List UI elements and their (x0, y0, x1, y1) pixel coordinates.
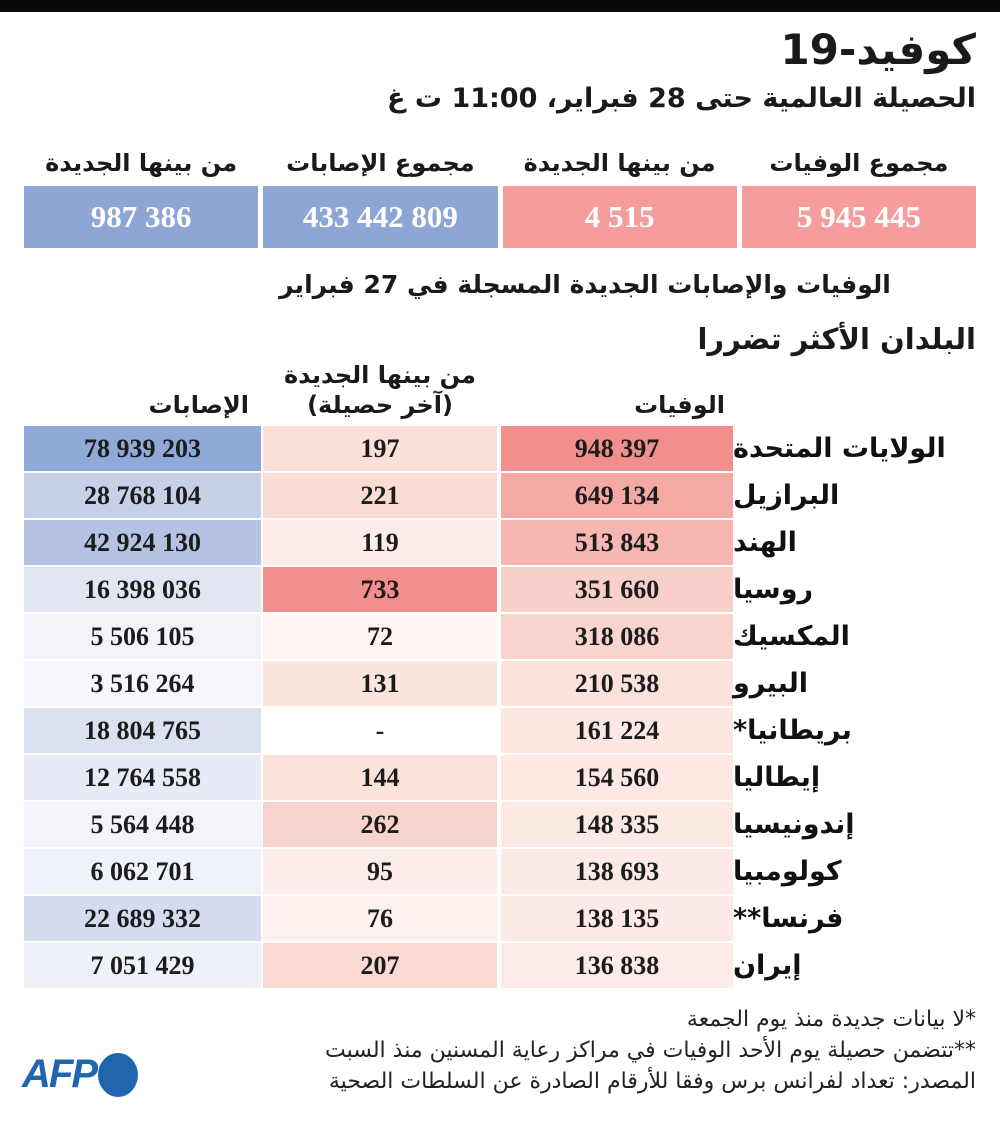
section-title: البلدان الأكثر تضررا (697, 322, 976, 356)
table-row: 6 062 701 95 138 693 كولومبيا (24, 849, 976, 894)
summary-value-total-deaths: 5 945 445 (741, 186, 976, 248)
summary-value-new-cases: 987 386 (24, 186, 259, 248)
top-black-bar (0, 0, 1000, 12)
table-row: 7 051 429 207 136 838 إيران (24, 943, 976, 988)
cell-new-cases: 221 (263, 473, 497, 518)
summary-label-new-cases: من بينها الجديدة (45, 149, 238, 177)
cell-deaths: 210 538 (501, 661, 733, 706)
cell-new-cases: 76 (263, 896, 497, 941)
header-cases: الإصابات (148, 391, 249, 419)
afp-logo-circle-icon (98, 1052, 138, 1097)
column-headers: الإصابات من بينها الجديدة (آخر حصيلة) ال… (24, 360, 733, 420)
country-name: إندونيسيا (733, 809, 855, 840)
footnote-1: *لا بيانات جديدة منذ يوم الجمعة (686, 1007, 976, 1032)
table-row: 5 564 448 262 148 335 إندونيسيا (24, 802, 976, 847)
header-new-cases-line1: من بينها الجديدة (283, 361, 477, 389)
summary-note: الوفيات والإصابات الجديدة المسجلة في 27 … (279, 270, 891, 299)
header-new-cases: من بينها الجديدة (آخر حصيلة) (261, 360, 499, 420)
footnotes: *لا بيانات جديدة منذ يوم الجمعة **تتضمن ح… (24, 1004, 976, 1097)
summary-cards: 987 386 433 442 809 4 515 5 945 445 (24, 186, 976, 248)
cell-new-cases: 144 (263, 755, 497, 800)
cell-deaths: 649 134 (501, 473, 733, 518)
summary-labels: من بينها الجديدة مجموع الإصابات من بينها ا… (24, 146, 976, 178)
summary-label-total-deaths: مجموع الوفيات (769, 149, 949, 177)
country-name: كولومبيا (733, 856, 842, 887)
table-row: 18 804 765-161 224 بريطانيا* (24, 708, 976, 753)
table-row: 22 689 332 76 138 135 فرنسا** (24, 896, 976, 941)
country-name: المكسيك (733, 621, 850, 652)
footnote-3: المصدر: تعداد لفرانس برس وفقا للأرقام ال… (328, 1069, 976, 1094)
table-row: 28 768 104 221 649 134 البرازيل (24, 473, 976, 518)
cell-cases: 3 516 264 (24, 661, 261, 706)
cell-new-cases: 119 (263, 520, 497, 565)
country-name: بريطانيا* (733, 715, 852, 746)
country-name: البرازيل (733, 480, 840, 511)
country-name: إيطاليا (733, 762, 821, 793)
summary-value-new-deaths: 4 515 (502, 186, 737, 248)
cell-cases: 7 051 429 (24, 943, 261, 988)
table-row: 42 924 130 119 513 843 الهند (24, 520, 976, 565)
cell-deaths: 513 843 (501, 520, 733, 565)
cell-deaths: 136 838 (501, 943, 733, 988)
cell-deaths: 351 660 (501, 567, 733, 612)
country-name: فرنسا** (733, 903, 844, 934)
summary-value-total-cases: 433 442 809 (263, 186, 498, 248)
header-deaths: الوفيات (634, 391, 725, 419)
afp-logo-text: AFP (22, 1052, 98, 1096)
cell-deaths: 948 397 (501, 426, 733, 471)
cell-deaths: 138 693 (501, 849, 733, 894)
cell-deaths: 161 224 (501, 708, 733, 753)
cell-cases: 28 768 104 (24, 473, 261, 518)
table-row: 3 516 264 131 210 538 البيرو (24, 661, 976, 706)
table-row: 5 506 105 72 318 086 المكسيك (24, 614, 976, 659)
cell-cases: 5 506 105 (24, 614, 261, 659)
cell-deaths: 148 335 (501, 802, 733, 847)
cell-cases: 5 564 448 (24, 802, 261, 847)
cell-new-cases: 72 (263, 614, 497, 659)
cell-deaths: 154 560 (501, 755, 733, 800)
cell-new-cases: 197 (263, 426, 497, 471)
table-row: 12 764 558 144 154 560 إيطاليا (24, 755, 976, 800)
country-name: روسيا (733, 574, 814, 605)
cell-deaths: 138 135 (501, 896, 733, 941)
cell-cases: 16 398 036 (24, 567, 261, 612)
summary-label-new-deaths: من بينها الجديدة (523, 149, 716, 177)
country-name: إيران (733, 950, 802, 981)
cell-cases: 42 924 130 (24, 520, 261, 565)
cell-cases: 22 689 332 (24, 896, 261, 941)
country-name: الهند (733, 527, 797, 558)
cell-deaths: 318 086 (501, 614, 733, 659)
summary-label-total-cases: مجموع الإصابات (286, 149, 475, 177)
table-row: 16 398 036 733 351 660 روسيا (24, 567, 976, 612)
cell-cases: 18 804 765 (24, 708, 261, 753)
afp-logo: AFP (22, 1052, 138, 1097)
page-title: كوفيد-19 (780, 25, 977, 74)
cell-new-cases: 262 (263, 802, 497, 847)
table-row: 78 939 203 197 948 397 الولايات المتحدة (24, 426, 976, 471)
header-new-cases-line2: (آخر حصيلة) (307, 391, 453, 419)
cell-new-cases: - (263, 708, 497, 753)
footnote-2: **تتضمن حصيلة يوم الأحد الوفيات في مراكز… (324, 1038, 976, 1063)
cell-cases: 78 939 203 (24, 426, 261, 471)
countries-table-body: 78 939 203 197 948 397 الولايات المتحدة 28 7… (24, 426, 976, 988)
table-header: البلدان الأكثر تضررا الإصابات من بينها ا… (24, 314, 976, 426)
country-name: البيرو (733, 668, 809, 699)
cell-cases: 6 062 701 (24, 849, 261, 894)
page-subtitle: الحصيلة العالمية حتى 28 فبراير، 11:00 ت … (387, 83, 976, 114)
cell-new-cases: 733 (263, 567, 497, 612)
country-name: الولايات المتحدة (733, 433, 946, 464)
cell-new-cases: 95 (263, 849, 497, 894)
cell-new-cases: 207 (263, 943, 497, 988)
cell-cases: 12 764 558 (24, 755, 261, 800)
cell-new-cases: 131 (263, 661, 497, 706)
